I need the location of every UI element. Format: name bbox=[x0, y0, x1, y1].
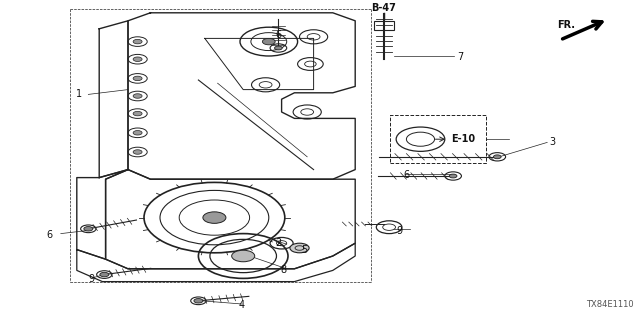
Circle shape bbox=[133, 111, 142, 116]
Text: 6: 6 bbox=[46, 229, 52, 240]
Text: 6: 6 bbox=[403, 170, 410, 180]
Circle shape bbox=[100, 272, 109, 277]
Circle shape bbox=[133, 76, 142, 81]
Text: 9: 9 bbox=[88, 274, 95, 284]
Circle shape bbox=[262, 38, 275, 45]
Text: B-47: B-47 bbox=[371, 3, 396, 13]
Text: 6: 6 bbox=[275, 29, 282, 40]
Circle shape bbox=[290, 243, 309, 253]
Circle shape bbox=[133, 57, 142, 61]
Circle shape bbox=[133, 150, 142, 154]
Circle shape bbox=[84, 227, 93, 231]
Circle shape bbox=[194, 299, 203, 303]
Text: 8: 8 bbox=[280, 265, 287, 275]
Text: 7: 7 bbox=[458, 52, 464, 62]
Circle shape bbox=[133, 131, 142, 135]
Text: FR.: FR. bbox=[557, 20, 575, 30]
Text: 5: 5 bbox=[301, 245, 307, 255]
Circle shape bbox=[133, 39, 142, 44]
Circle shape bbox=[232, 250, 255, 262]
Circle shape bbox=[493, 155, 501, 159]
Circle shape bbox=[449, 174, 457, 178]
Text: 2: 2 bbox=[275, 237, 282, 248]
Text: 3: 3 bbox=[549, 137, 556, 148]
Text: 1: 1 bbox=[76, 89, 82, 100]
Circle shape bbox=[203, 212, 226, 223]
Text: 4: 4 bbox=[238, 300, 244, 310]
Text: 9: 9 bbox=[397, 226, 403, 236]
Circle shape bbox=[133, 94, 142, 98]
Text: TX84E1110: TX84E1110 bbox=[586, 300, 634, 309]
Text: E-10: E-10 bbox=[451, 134, 476, 144]
Circle shape bbox=[275, 46, 282, 50]
